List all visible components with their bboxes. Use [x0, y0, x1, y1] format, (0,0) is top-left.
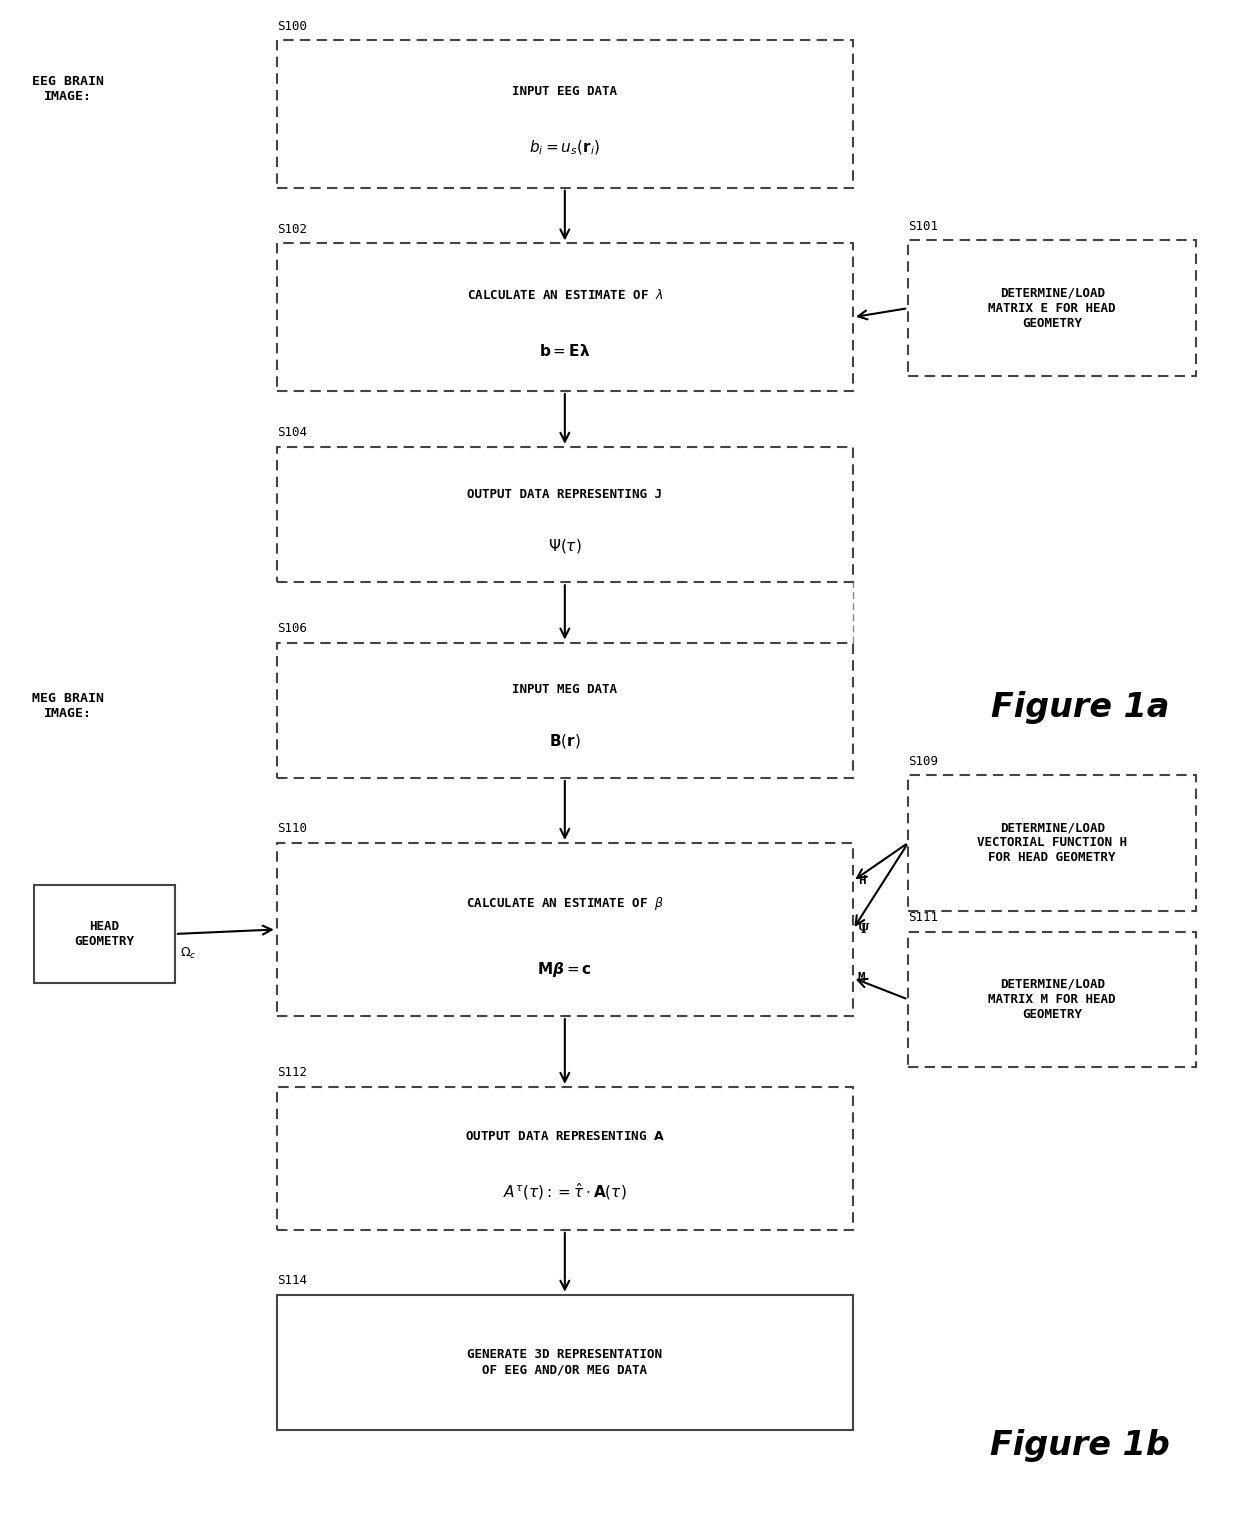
Text: CALCULATE AN ESTIMATE OF $\lambda$: CALCULATE AN ESTIMATE OF $\lambda$	[466, 289, 663, 302]
Text: S101: S101	[908, 220, 939, 233]
Text: $b_i = u_s(\mathbf{r}_i)$: $b_i = u_s(\mathbf{r}_i)$	[529, 138, 600, 157]
Text: OUTPUT DATA REPRESENTING $\mathbf{A}$: OUTPUT DATA REPRESENTING $\mathbf{A}$	[465, 1131, 665, 1143]
Text: INPUT MEG DATA: INPUT MEG DATA	[512, 684, 618, 696]
Text: DETERMINE/LOAD
MATRIX E FOR HEAD
GEOMETRY: DETERMINE/LOAD MATRIX E FOR HEAD GEOMETR…	[988, 287, 1116, 330]
Text: MEG BRAIN
IMAGE:: MEG BRAIN IMAGE:	[32, 692, 104, 720]
FancyBboxPatch shape	[277, 447, 853, 582]
Text: $\mathbf{b} = \mathbf{E}\boldsymbol{\lambda}$: $\mathbf{b} = \mathbf{E}\boldsymbol{\lam…	[539, 344, 590, 359]
FancyBboxPatch shape	[908, 240, 1197, 375]
Text: M: M	[858, 971, 866, 985]
Text: INPUT EEG DATA: INPUT EEG DATA	[512, 85, 618, 99]
Text: S100: S100	[277, 20, 306, 32]
Text: $\mathbf{M}\boldsymbol{\beta} = \mathbf{c}$: $\mathbf{M}\boldsymbol{\beta} = \mathbf{…	[537, 959, 593, 979]
Text: Ψ: Ψ	[858, 923, 869, 936]
Text: CALCULATE AN ESTIMATE OF $\beta$: CALCULATE AN ESTIMATE OF $\beta$	[466, 895, 663, 912]
Text: HEAD
GEOMETRY: HEAD GEOMETRY	[74, 920, 134, 948]
Text: S109: S109	[908, 754, 939, 768]
Text: $\Omega_c$: $\Omega_c$	[180, 945, 196, 961]
Text: Figure 1a: Figure 1a	[991, 690, 1169, 724]
FancyBboxPatch shape	[277, 40, 853, 187]
Text: S111: S111	[908, 910, 939, 924]
Text: S106: S106	[277, 622, 306, 635]
Text: $\mathbf{B}(\mathbf{r})$: $\mathbf{B}(\mathbf{r})$	[549, 733, 580, 751]
Text: EEG BRAIN
IMAGE:: EEG BRAIN IMAGE:	[32, 74, 104, 103]
Text: OUTPUT DATA REPRESENTING J: OUTPUT DATA REPRESENTING J	[467, 488, 662, 500]
Text: S102: S102	[277, 223, 306, 236]
Text: DETERMINE/LOAD
VECTORIAL FUNCTION H
FOR HEAD GEOMETRY: DETERMINE/LOAD VECTORIAL FUNCTION H FOR …	[977, 821, 1127, 865]
Text: $\Psi(\tau)$: $\Psi(\tau)$	[548, 537, 582, 555]
FancyBboxPatch shape	[277, 842, 853, 1015]
FancyBboxPatch shape	[277, 243, 853, 391]
Text: S110: S110	[277, 822, 306, 836]
FancyBboxPatch shape	[908, 775, 1197, 910]
Text: GENERATE 3D REPRESENTATION
OF EEG AND/OR MEG DATA: GENERATE 3D REPRESENTATION OF EEG AND/OR…	[467, 1348, 662, 1377]
FancyBboxPatch shape	[908, 932, 1197, 1067]
FancyBboxPatch shape	[277, 643, 853, 778]
Text: S104: S104	[277, 426, 306, 439]
Text: H: H	[858, 874, 866, 888]
FancyBboxPatch shape	[33, 885, 175, 983]
Text: S114: S114	[277, 1274, 306, 1287]
FancyBboxPatch shape	[277, 1295, 853, 1430]
Text: Figure 1b: Figure 1b	[990, 1429, 1169, 1462]
FancyBboxPatch shape	[277, 1087, 853, 1230]
Text: S112: S112	[277, 1067, 306, 1079]
Text: DETERMINE/LOAD
MATRIX M FOR HEAD
GEOMETRY: DETERMINE/LOAD MATRIX M FOR HEAD GEOMETR…	[988, 977, 1116, 1021]
Text: $A^{\tau}(\tau) := \hat{\tau} \cdot \mathbf{A}(\tau)$: $A^{\tau}(\tau) := \hat{\tau} \cdot \mat…	[503, 1181, 626, 1202]
